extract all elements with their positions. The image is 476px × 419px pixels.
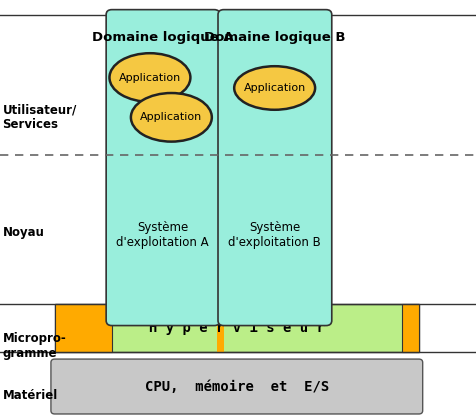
Bar bbox=[217, 304, 224, 352]
FancyBboxPatch shape bbox=[106, 10, 220, 326]
Text: Micropro-
gramme: Micropro- gramme bbox=[2, 332, 66, 360]
FancyBboxPatch shape bbox=[51, 359, 423, 414]
Text: Application: Application bbox=[140, 112, 202, 122]
Ellipse shape bbox=[109, 53, 190, 102]
Text: Noyau: Noyau bbox=[2, 226, 44, 239]
Text: Système
d'exploitation A: Système d'exploitation A bbox=[117, 221, 209, 248]
Text: Domaine logique B: Domaine logique B bbox=[204, 31, 346, 44]
Bar bbox=[402, 304, 419, 352]
Bar bbox=[55, 304, 419, 352]
Text: H y p e r v i s e u r: H y p e r v i s e u r bbox=[149, 321, 325, 335]
Text: Domaine logique A: Domaine logique A bbox=[92, 31, 234, 44]
Text: Matériel: Matériel bbox=[2, 389, 58, 403]
Text: CPU,  mémoire  et  E/S: CPU, mémoire et E/S bbox=[145, 380, 329, 393]
Text: Utilisateur/
Services: Utilisateur/ Services bbox=[2, 103, 77, 131]
Text: Système
d'exploitation B: Système d'exploitation B bbox=[228, 221, 321, 248]
Text: Application: Application bbox=[244, 83, 306, 93]
FancyBboxPatch shape bbox=[218, 10, 332, 326]
Text: Application: Application bbox=[119, 72, 181, 83]
Ellipse shape bbox=[234, 66, 315, 110]
Ellipse shape bbox=[131, 93, 212, 142]
Bar bbox=[55, 304, 112, 352]
